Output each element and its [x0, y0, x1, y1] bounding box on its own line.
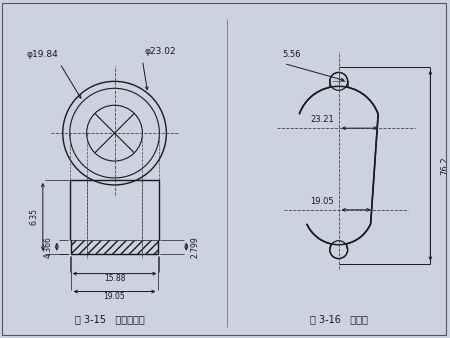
Text: 图 3-15   铜环结构图: 图 3-15 铜环结构图 [75, 314, 144, 324]
Text: 19.05: 19.05 [310, 197, 334, 206]
Text: φ19.84: φ19.84 [26, 50, 58, 59]
Text: 4.366: 4.366 [44, 236, 53, 258]
Text: 5.56: 5.56 [282, 50, 301, 59]
Text: φ23.02: φ23.02 [144, 47, 176, 56]
Text: 19.05: 19.05 [104, 292, 126, 301]
Bar [71, 240, 158, 254]
Text: 76.2: 76.2 [440, 156, 449, 175]
Text: 23.21: 23.21 [310, 115, 334, 124]
Text: 2.799: 2.799 [190, 236, 199, 258]
Text: 图 3-16   环架板: 图 3-16 环架板 [310, 314, 368, 324]
Text: 15.88: 15.88 [104, 274, 125, 283]
Text: 6.35: 6.35 [30, 208, 39, 225]
